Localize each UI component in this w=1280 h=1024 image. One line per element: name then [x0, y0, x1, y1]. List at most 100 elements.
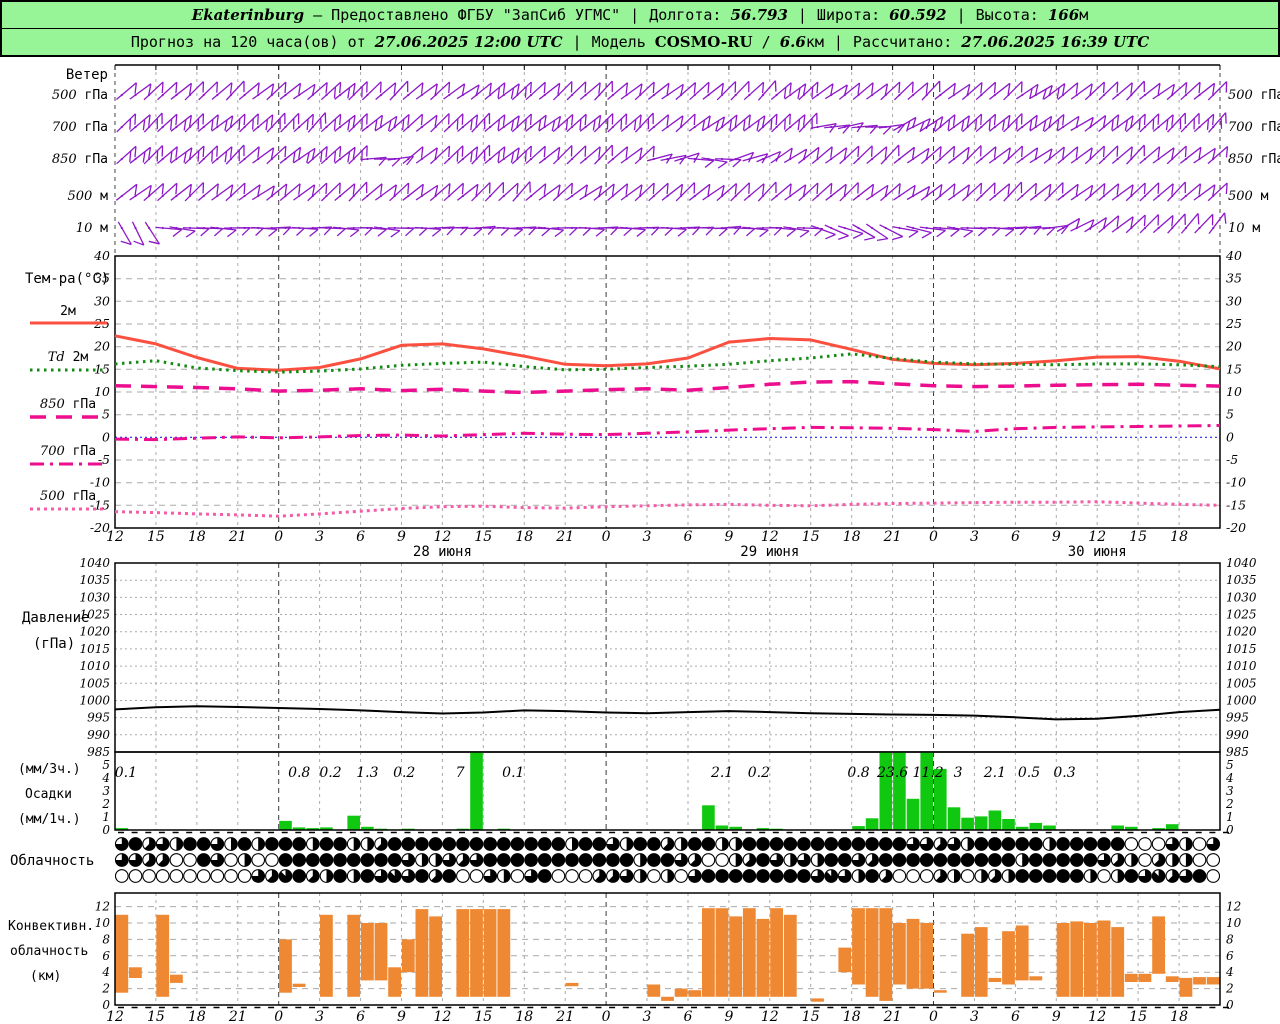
- cloud-fill: [1179, 869, 1193, 883]
- wind-barb: [757, 181, 777, 202]
- wind-barb: [771, 113, 791, 133]
- header-segment: 60.592: [889, 6, 947, 24]
- wind-barb: [948, 146, 970, 164]
- wind-barb: [348, 81, 368, 101]
- temp-ytick-right: 40: [1225, 248, 1242, 263]
- cloud-fill: [376, 837, 388, 851]
- cloud-fill: [743, 837, 756, 851]
- cloud-fill: [790, 853, 797, 867]
- wind-barb: [1043, 114, 1065, 133]
- wind-barb: [946, 226, 974, 238]
- cloud-fill: [429, 837, 442, 851]
- wind-barb: [1001, 226, 1028, 236]
- wind-barb: [783, 226, 810, 238]
- cloud-fill: [593, 837, 606, 851]
- wind-barb: [225, 80, 245, 101]
- wind-barb: [907, 82, 929, 100]
- wind-barb: [1029, 183, 1052, 201]
- wind-barb: [880, 81, 901, 101]
- cloud-circle: [237, 869, 252, 883]
- cloud-fill: [503, 869, 511, 883]
- cloud-fill: [620, 869, 633, 883]
- wind-barb: [988, 82, 1011, 100]
- wind-barb: [578, 226, 605, 237]
- wind-level-label-left: 700 гПа: [52, 120, 108, 135]
- wind-barb: [415, 114, 438, 132]
- wind-barb: [975, 113, 997, 133]
- wind-barb: [198, 145, 219, 165]
- wind-barb: [1180, 112, 1200, 133]
- wind-barb: [743, 81, 765, 101]
- conv-ytick-left: 0: [102, 998, 110, 1012]
- cloud-fill: [402, 853, 415, 867]
- precip-bar: [906, 798, 920, 830]
- cloud-fill: [144, 837, 156, 851]
- conv-ytick-right: 4: [1225, 965, 1234, 979]
- cloud-fill: [435, 853, 442, 867]
- wind-barb: [307, 82, 328, 101]
- cloud-fill: [156, 837, 169, 851]
- wind-barb: [430, 145, 451, 165]
- wind-barb: [211, 146, 233, 164]
- precip-ytick-right: 5: [1226, 758, 1234, 772]
- wind-barb: [660, 154, 687, 165]
- cloud-fill: [688, 869, 702, 883]
- wind-barb: [989, 183, 1011, 201]
- wind-barb: [320, 81, 342, 101]
- cloud-fill: [158, 853, 169, 867]
- cloud-fill: [421, 853, 429, 867]
- wind-barb: [1207, 146, 1229, 165]
- header-segment: 166: [1047, 6, 1080, 24]
- wind-barb: [279, 82, 302, 100]
- temp-ytick-right: 25: [1225, 316, 1242, 331]
- wind-barb: [1166, 82, 1188, 101]
- wind-barb: [838, 82, 861, 100]
- conv-cloud-bar: [374, 923, 388, 981]
- temp-ytick-left: 20: [93, 339, 110, 354]
- conv-cloud-bar: [770, 908, 783, 997]
- cloud-fill: [975, 853, 988, 867]
- cloud-fill: [279, 853, 292, 867]
- hour-label: 3: [315, 529, 324, 545]
- wind-barb: [770, 82, 792, 100]
- cloud-fill: [333, 869, 347, 883]
- cloud-fill: [881, 869, 893, 883]
- cloud-fill: [797, 837, 811, 851]
- precip-bar: [988, 810, 1002, 830]
- wind-barb: [865, 223, 889, 242]
- precip-amount-label: 2.1: [710, 765, 733, 781]
- conv-ytick-left: 6: [102, 949, 110, 963]
- precip-bar: [1043, 825, 1056, 831]
- temp-ytick-right: 15: [1226, 361, 1242, 376]
- conv-cloud-bar: [647, 984, 661, 997]
- precip-amount-label: 2.1: [983, 765, 1006, 781]
- header-segment: Высота:: [975, 6, 1048, 24]
- cloud-fill: [1097, 853, 1111, 867]
- hour-label: 15: [474, 529, 492, 545]
- cloud-circle: [1124, 837, 1139, 851]
- temp-ytick-left: -20: [90, 520, 110, 535]
- wind-barb: [634, 81, 655, 101]
- conv-cloud-bar: [565, 982, 579, 987]
- wind-barb: [648, 182, 669, 202]
- wind-barb: [211, 184, 234, 201]
- wind-barb: [921, 80, 941, 101]
- cloud-fill: [579, 853, 592, 867]
- precip-bar: [920, 752, 933, 830]
- hour-label: 21: [883, 529, 902, 545]
- conv-ytick-right: 12: [1226, 900, 1241, 914]
- hour-label: 9: [1052, 529, 1061, 545]
- wind-barb: [1057, 146, 1079, 164]
- wind-barb: [1139, 82, 1161, 100]
- cloud-circle: [1097, 869, 1111, 883]
- wind-barb: [307, 146, 328, 165]
- wind-panel: Ветер 500 гПа 500 гПа 700 гПа 700 гПа 850 гПа…: [52, 64, 1280, 253]
- wind-level-label-left: 500 гПа: [52, 88, 108, 103]
- wind-barb: [810, 224, 836, 240]
- cloud-fill: [702, 869, 715, 883]
- date-label: 28 июня: [413, 544, 472, 560]
- precip-title: Осадки: [25, 787, 72, 802]
- wind-barb: [457, 114, 479, 132]
- temp-series-700: [114, 424, 1221, 442]
- wind-barb: [880, 183, 901, 202]
